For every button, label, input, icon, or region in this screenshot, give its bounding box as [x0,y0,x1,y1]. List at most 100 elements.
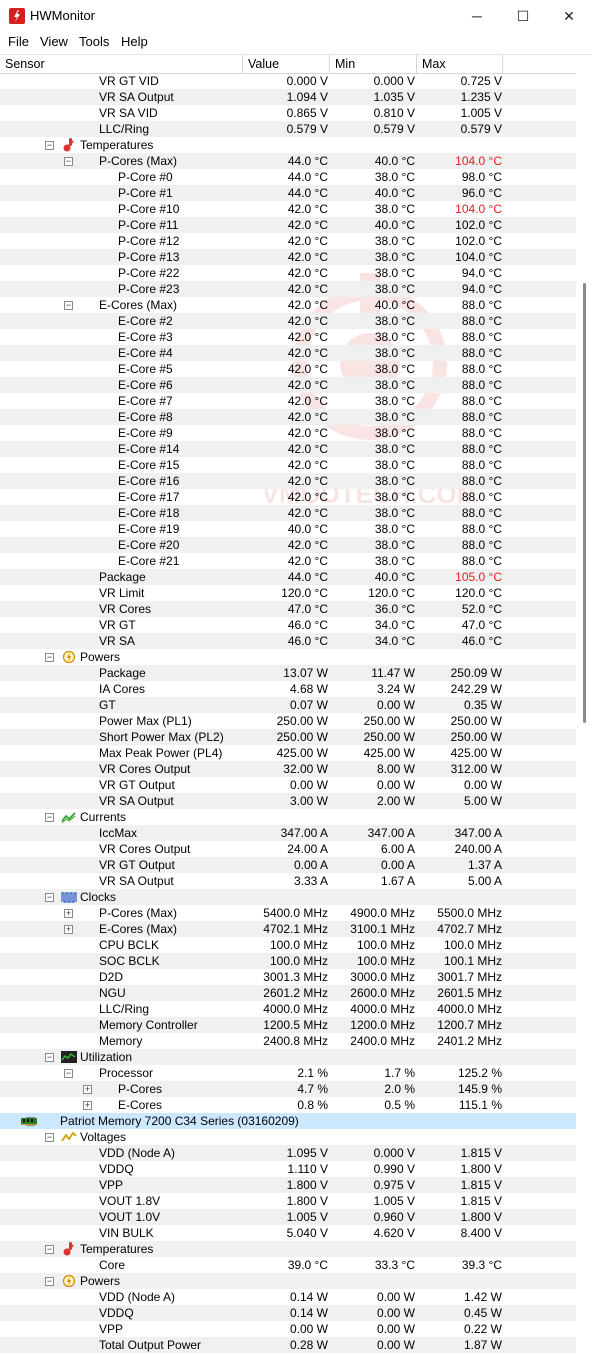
sensor-row-vr-sa-output[interactable]: VR SA Output 3.33 A 1.67 A 5.00 A [0,873,576,889]
sensor-row-llc-ring[interactable]: LLC/Ring 0.579 V 0.579 V 0.579 V [0,121,576,137]
sensor-row-ia-cores[interactable]: IA Cores 4.68 W 3.24 W 242.29 W [0,681,576,697]
collapse-toggle-icon[interactable]: − [45,1132,54,1142]
collapse-toggle-icon[interactable]: − [45,652,54,662]
vertical-scrollbar[interactable] [576,73,592,1354]
sensor-row-llc-ring[interactable]: LLC/Ring 4000.0 MHz 4000.0 MHz 4000.0 MHz [0,1001,576,1017]
sensor-row-p-cores-max[interactable]: − P-Cores (Max) 44.0 °C 40.0 °C 104.0 °C [0,153,576,169]
sensor-row-vpp[interactable]: VPP 1.800 V 0.975 V 1.815 V [0,1177,576,1193]
sensor-row-e-core-5[interactable]: E-Core #5 42.0 °C 38.0 °C 88.0 °C [0,361,576,377]
sensor-row-p-core-1[interactable]: P-Core #1 44.0 °C 40.0 °C 96.0 °C [0,185,576,201]
sensor-row-core[interactable]: Core 39.0 °C 33.3 °C 39.3 °C [0,1257,576,1273]
sensor-row-e-core-3[interactable]: E-Core #3 42.0 °C 38.0 °C 88.0 °C [0,329,576,345]
sensor-row-clocks[interactable]: − Clocks [0,889,576,905]
menu-help[interactable]: Help [121,34,148,49]
sensor-row-p-core-22[interactable]: P-Core #22 42.0 °C 38.0 °C 94.0 °C [0,265,576,281]
expand-toggle-icon[interactable]: + [83,1100,92,1110]
collapse-toggle-icon[interactable]: − [45,1244,54,1254]
collapse-toggle-icon[interactable]: − [45,140,54,150]
menu-tools[interactable]: Tools [79,34,110,49]
sensor-row-short-power-max-pl2[interactable]: Short Power Max (PL2) 250.00 W 250.00 W 250… [0,729,576,745]
column-max[interactable]: Max [417,55,503,73]
sensor-row-e-core-9[interactable]: E-Core #9 42.0 °C 38.0 °C 88.0 °C [0,425,576,441]
sensor-row-p-core-0[interactable]: P-Core #0 44.0 °C 38.0 °C 98.0 °C [0,169,576,185]
sensor-row-max-peak-power-pl4[interactable]: Max Peak Power (PL4) 425.00 W 425.00 W 425.… [0,745,576,761]
sensor-row-package[interactable]: Package 13.07 W 11.47 W 250.09 W [0,665,576,681]
sensor-row-e-core-14[interactable]: E-Core #14 42.0 °C 38.0 °C 88.0 °C [0,441,576,457]
sensor-row-vdd-node-a[interactable]: VDD (Node A) 1.095 V 0.000 V 1.815 V [0,1145,576,1161]
maximize-button[interactable]: ☐ [516,7,530,24]
minimize-button[interactable]: ─ [472,8,482,24]
sensor-row-vr-limit[interactable]: VR Limit 120.0 °C 120.0 °C 120.0 °C [0,585,576,601]
sensor-row-vr-gt-output[interactable]: VR GT Output 0.00 A 0.00 A 1.37 A [0,857,576,873]
sensor-row-vr-sa-output[interactable]: VR SA Output 1.094 V 1.035 V 1.235 V [0,89,576,105]
sensor-row-e-cores[interactable]: + E-Cores 0.8 % 0.5 % 115.1 % [0,1097,576,1113]
sensor-row-vout-1-0v[interactable]: VOUT 1.0V 1.005 V 0.960 V 1.800 V [0,1209,576,1225]
sensor-row-e-core-19[interactable]: E-Core #19 40.0 °C 38.0 °C 88.0 °C [0,521,576,537]
collapse-toggle-icon[interactable]: − [64,156,73,166]
sensor-row-vdd-node-a[interactable]: VDD (Node A) 0.14 W 0.00 W 1.42 W [0,1289,576,1305]
sensor-row-e-core-17[interactable]: E-Core #17 42.0 °C 38.0 °C 88.0 °C [0,489,576,505]
sensor-row-package[interactable]: Package 44.0 °C 40.0 °C 105.0 °C [0,569,576,585]
sensor-row-iccmax[interactable]: IccMax 347.00 A 347.00 A 347.00 A [0,825,576,841]
expand-toggle-icon[interactable]: + [83,1084,92,1094]
sensor-row-d2d[interactable]: D2D 3001.3 MHz 3000.0 MHz 3001.7 MHz [0,969,576,985]
sensor-row-vr-gt-output[interactable]: VR GT Output 0.00 W 0.00 W 0.00 W [0,777,576,793]
collapse-toggle-icon[interactable]: − [64,1068,73,1078]
close-button[interactable]: ✕ [563,7,575,24]
collapse-toggle-icon[interactable]: − [45,812,54,822]
sensor-row-p-core-12[interactable]: P-Core #12 42.0 °C 38.0 °C 102.0 °C [0,233,576,249]
sensor-row-patriot-memory-7200-c34-series-03160209[interactable]: −Patriot Memory 7200 C34 Series (0316020… [0,1113,576,1129]
sensor-row-vout-1-8v[interactable]: VOUT 1.8V 1.800 V 1.005 V 1.815 V [0,1193,576,1209]
sensor-row-cpu-bclk[interactable]: CPU BCLK 100.0 MHz 100.0 MHz 100.0 MHz [0,937,576,953]
sensor-row-memory-controller[interactable]: Memory Controller 1200.5 MHz 1200.0 MHz 120… [0,1017,576,1033]
sensor-row-gt[interactable]: GT 0.07 W 0.00 W 0.35 W [0,697,576,713]
column-sensor[interactable]: Sensor [0,55,243,73]
sensor-row-soc-bclk[interactable]: SOC BCLK 100.0 MHz 100.0 MHz 100.1 MHz [0,953,576,969]
sensor-row-e-cores-max[interactable]: + E-Cores (Max) 4702.1 MHz 3100.1 MHz 4702.7… [0,921,576,937]
scrollbar-thumb[interactable] [583,283,586,723]
column-value[interactable]: Value [243,55,330,73]
sensor-row-vr-sa-output[interactable]: VR SA Output 3.00 W 2.00 W 5.00 W [0,793,576,809]
sensor-row-vr-sa-vid[interactable]: VR SA VID 0.865 V 0.810 V 1.005 V [0,105,576,121]
sensor-row-vr-cores[interactable]: VR Cores 47.0 °C 36.0 °C 52.0 °C [0,601,576,617]
sensor-row-total-output-power[interactable]: Total Output Power 0.28 W 0.00 W 1.87 W [0,1337,576,1353]
sensor-row-processor[interactable]: − Processor 2.1 % 1.7 % 125.2 % [0,1065,576,1081]
menu-view[interactable]: View [40,34,68,49]
collapse-toggle-icon[interactable]: − [45,1052,54,1062]
sensor-row-utilization[interactable]: − Utilization [0,1049,576,1065]
sensor-row-currents[interactable]: − Currents [0,809,576,825]
sensor-row-memory[interactable]: Memory 2400.8 MHz 2400.0 MHz 2401.2 MHz [0,1033,576,1049]
sensor-row-p-core-10[interactable]: P-Core #10 42.0 °C 38.0 °C 104.0 °C [0,201,576,217]
sensor-row-p-core-11[interactable]: P-Core #11 42.0 °C 40.0 °C 102.0 °C [0,217,576,233]
sensor-row-e-core-18[interactable]: E-Core #18 42.0 °C 38.0 °C 88.0 °C [0,505,576,521]
sensor-row-vr-gt-vid[interactable]: VR GT VID 0.000 V 0.000 V 0.725 V [0,73,576,89]
sensor-row-vddq[interactable]: VDDQ 1.110 V 0.990 V 1.800 V [0,1161,576,1177]
sensor-row-p-core-13[interactable]: P-Core #13 42.0 °C 38.0 °C 104.0 °C [0,249,576,265]
sensor-row-e-core-8[interactable]: E-Core #8 42.0 °C 38.0 °C 88.0 °C [0,409,576,425]
sensor-row-temperatures[interactable]: − Temperatures [0,137,576,153]
sensor-row-temperatures[interactable]: − Temperatures [0,1241,576,1257]
sensor-row-e-core-16[interactable]: E-Core #16 42.0 °C 38.0 °C 88.0 °C [0,473,576,489]
sensor-row-powers[interactable]: − Powers [0,1273,576,1289]
sensor-row-p-core-23[interactable]: P-Core #23 42.0 °C 38.0 °C 94.0 °C [0,281,576,297]
sensor-row-e-cores-max[interactable]: − E-Cores (Max) 42.0 °C 40.0 °C 88.0 °C [0,297,576,313]
sensor-row-e-core-20[interactable]: E-Core #20 42.0 °C 38.0 °C 88.0 °C [0,537,576,553]
expand-toggle-icon[interactable]: + [64,924,73,934]
sensor-row-e-core-7[interactable]: E-Core #7 42.0 °C 38.0 °C 88.0 °C [0,393,576,409]
column-min[interactable]: Min [330,55,417,73]
menu-file[interactable]: File [8,34,29,49]
sensor-row-vr-sa[interactable]: VR SA 46.0 °C 34.0 °C 46.0 °C [0,633,576,649]
sensor-row-vr-cores-output[interactable]: VR Cores Output 24.00 A 6.00 A 240.00 A [0,841,576,857]
sensor-row-e-core-2[interactable]: E-Core #2 42.0 °C 38.0 °C 88.0 °C [0,313,576,329]
sensor-row-e-core-6[interactable]: E-Core #6 42.0 °C 38.0 °C 88.0 °C [0,377,576,393]
sensor-row-p-cores-max[interactable]: + P-Cores (Max) 5400.0 MHz 4900.0 MHz 5500.0… [0,905,576,921]
sensor-row-e-core-21[interactable]: E-Core #21 42.0 °C 38.0 °C 88.0 °C [0,553,576,569]
sensor-row-power-max-pl1[interactable]: Power Max (PL1) 250.00 W 250.00 W 250.00 W [0,713,576,729]
sensor-row-vpp[interactable]: VPP 0.00 W 0.00 W 0.22 W [0,1321,576,1337]
sensor-row-powers[interactable]: − Powers [0,649,576,665]
collapse-toggle-icon[interactable]: − [45,1276,54,1286]
sensor-row-ngu[interactable]: NGU 2601.2 MHz 2600.0 MHz 2601.5 MHz [0,985,576,1001]
sensor-row-e-core-15[interactable]: E-Core #15 42.0 °C 38.0 °C 88.0 °C [0,457,576,473]
sensor-row-vr-gt[interactable]: VR GT 46.0 °C 34.0 °C 47.0 °C [0,617,576,633]
sensor-row-e-core-4[interactable]: E-Core #4 42.0 °C 38.0 °C 88.0 °C [0,345,576,361]
